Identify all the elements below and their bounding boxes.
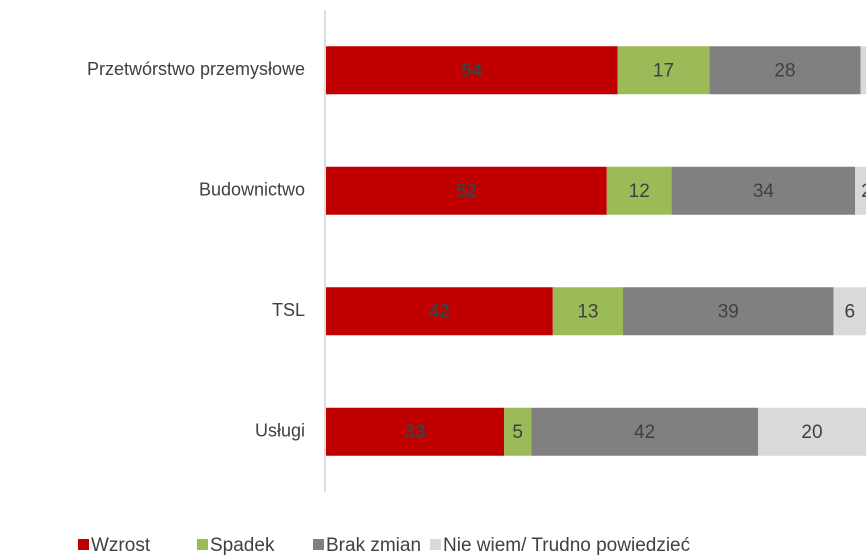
legend-label: Nie wiem/ Trudno powiedzieć <box>443 535 690 556</box>
bar-segment <box>671 166 856 215</box>
legend-swatch <box>430 539 441 550</box>
bar-segment <box>617 46 710 95</box>
bar-segment <box>855 166 866 215</box>
data-label: 28 <box>774 60 795 81</box>
bar-segment <box>606 166 672 215</box>
bar-segment <box>504 407 532 456</box>
category-label: TSL <box>272 300 305 320</box>
data-label: 34 <box>753 181 775 202</box>
bar-segment <box>326 407 505 456</box>
bar-segment <box>326 287 553 336</box>
bar-segment <box>709 46 861 95</box>
category-label: Budownictwo <box>199 180 305 200</box>
category-label: Usługi <box>255 421 305 441</box>
data-label: 54 <box>461 60 483 81</box>
data-label: 39 <box>718 301 739 322</box>
bar-segment <box>758 407 866 456</box>
legend-label: Brak zmian <box>326 535 421 556</box>
data-label: 17 <box>653 60 674 81</box>
bar-segment <box>860 46 866 95</box>
bar-segment <box>552 287 623 336</box>
bar-segment <box>623 287 834 336</box>
data-label: 6 <box>845 301 856 322</box>
bar-segment <box>833 287 866 336</box>
data-label: 20 <box>801 422 822 443</box>
legend-swatch <box>78 539 89 550</box>
data-label: 33 <box>405 422 426 443</box>
bar-segment <box>531 407 758 456</box>
legend-label: Wzrost <box>91 535 151 556</box>
data-label: 42 <box>634 422 655 443</box>
data-label: 42 <box>429 301 450 322</box>
data-label: 5 <box>512 422 523 443</box>
bar-segment <box>326 166 607 215</box>
data-label: 13 <box>577 301 598 322</box>
legend-label: Spadek <box>210 535 275 556</box>
legend-swatch <box>313 539 324 550</box>
data-label: 2 <box>861 181 866 202</box>
data-label: 12 <box>629 181 650 202</box>
data-label: 52 <box>456 181 477 202</box>
bar-segment <box>326 46 618 95</box>
category-label: Przetwórstwo przemysłowe <box>87 59 305 79</box>
legend-swatch <box>197 539 208 550</box>
